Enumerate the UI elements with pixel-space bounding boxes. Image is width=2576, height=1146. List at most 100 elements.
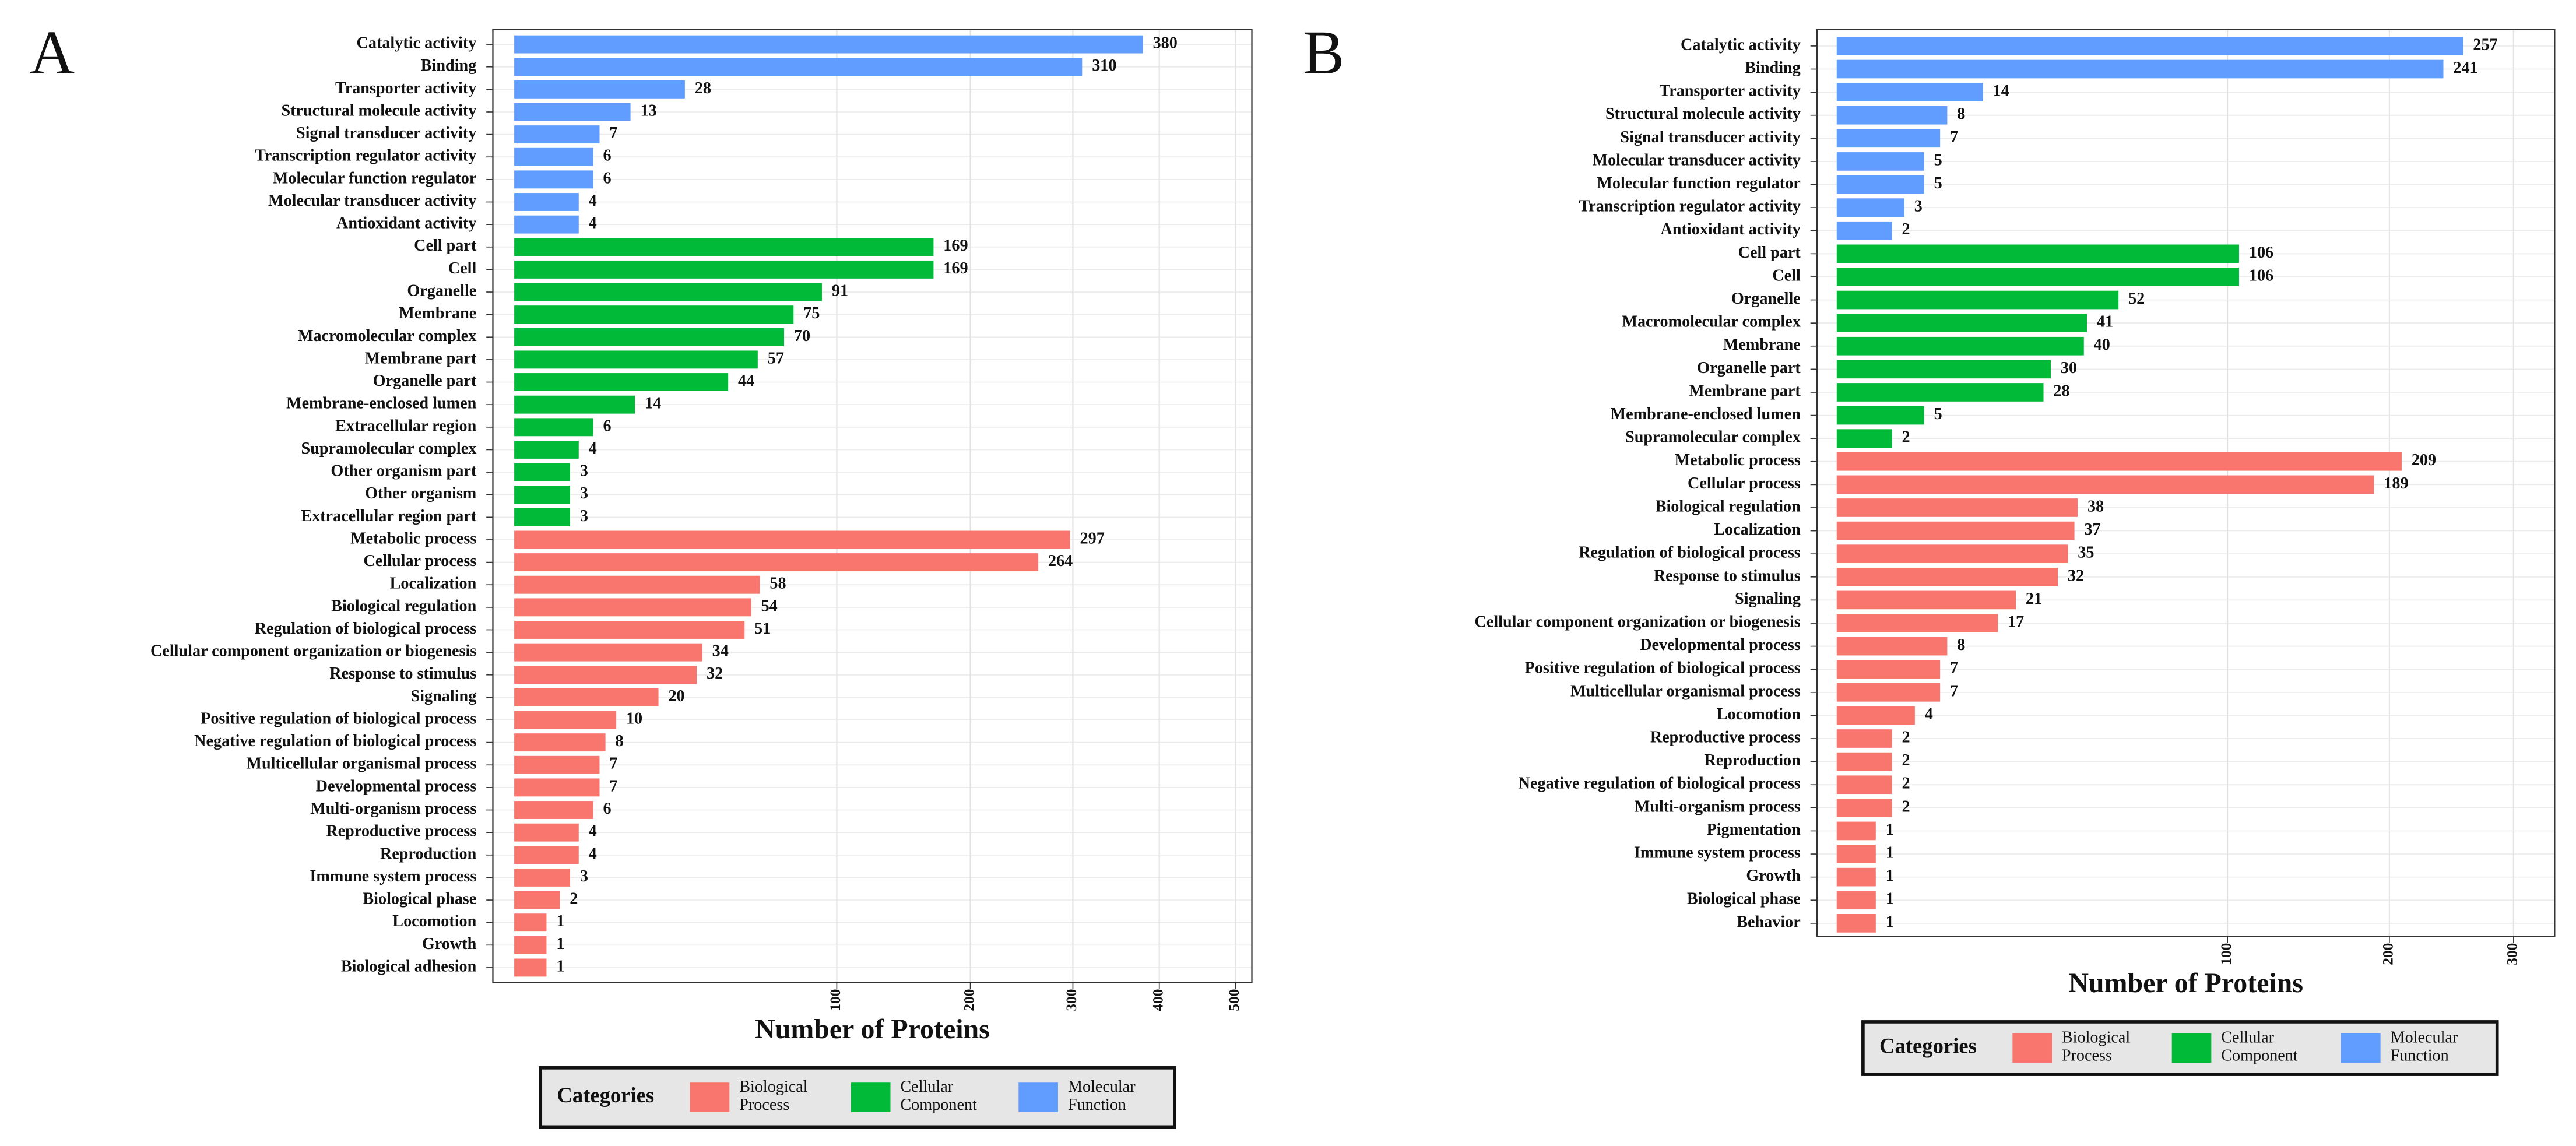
bar (1836, 590, 2016, 610)
bar (1836, 752, 1892, 771)
value-label: 2 (1902, 775, 1910, 793)
panel-label: B (1303, 19, 1344, 87)
category-label: Molecular function regulator (273, 169, 477, 187)
x-tick-label: 400 (1150, 989, 1166, 1011)
value-label: 7 (1950, 659, 1958, 677)
legend-label-line: Cellular (900, 1078, 953, 1096)
category-label: Molecular transducer activity (1592, 151, 1800, 169)
value-label: 57 (768, 349, 784, 367)
value-label: 7 (609, 755, 617, 773)
value-label: 4 (1925, 705, 1933, 723)
category-label: Binding (1745, 59, 1801, 77)
bar (1836, 683, 1941, 702)
bar (1836, 660, 1941, 679)
category-label: Transcription regulator activity (255, 147, 476, 165)
value-label: 10 (626, 709, 642, 727)
category-label: Antioxidant activity (336, 215, 476, 233)
bar (514, 486, 570, 504)
bar (1836, 544, 2068, 564)
bar (1836, 452, 2402, 471)
value-label: 4 (589, 440, 597, 458)
value-label: 1 (1886, 890, 1894, 908)
value-label: 4 (589, 845, 597, 863)
bar (514, 58, 1083, 76)
category-label: Membrane part (1689, 382, 1801, 400)
bar (514, 868, 570, 887)
category-label: Signal transducer activity (1620, 128, 1800, 146)
value-label: 32 (2068, 567, 2084, 585)
value-label: 8 (1957, 105, 1965, 123)
legend-label-line: Process (2062, 1047, 2112, 1065)
x-tick-label: 300 (2504, 943, 2521, 965)
legend-label: Biological Process (2062, 1029, 2131, 1065)
bar (1836, 314, 2087, 332)
bar (514, 238, 934, 256)
legend-label: Biological Process (739, 1078, 808, 1115)
category-label: Signaling (1735, 590, 1801, 608)
category-label: Other organism part (331, 462, 476, 480)
bar (1836, 891, 1876, 910)
x-axis-title: Number of Proteins (2068, 968, 2303, 999)
value-label: 2 (1902, 751, 1910, 769)
legend-key (851, 1082, 891, 1112)
bar (514, 643, 702, 662)
bar (514, 913, 547, 932)
category-label: Pigmentation (1707, 821, 1801, 839)
value-label: 35 (2078, 544, 2094, 562)
value-label: 40 (2094, 336, 2110, 354)
x-axis-title: Number of Proteins (755, 1014, 990, 1045)
bar (1836, 429, 1892, 448)
value-label: 6 (603, 800, 612, 818)
value-label: 13 (641, 101, 657, 119)
bar (1836, 336, 2084, 356)
bar (1836, 729, 1892, 748)
value-label: 4 (589, 822, 597, 841)
plot-border (492, 29, 1253, 983)
bar (514, 621, 745, 639)
legend-label-line: Cellular (2221, 1029, 2274, 1047)
legend-label-line: Biological (739, 1078, 808, 1096)
value-label: 1 (1886, 867, 1894, 885)
category-label: Metabolic process (350, 529, 476, 547)
bar (1836, 268, 2239, 286)
legend-label-line: Function (2391, 1047, 2449, 1065)
value-label: 91 (832, 282, 848, 300)
bar (1836, 521, 2075, 540)
bar (514, 305, 794, 324)
bar (1836, 83, 1983, 101)
value-label: 28 (695, 79, 711, 97)
category-label: Structural molecule activity (1605, 105, 1801, 123)
category-label: Response to stimulus (1654, 567, 1801, 585)
bar (1836, 406, 1924, 425)
legend-label: Cellular Component (900, 1078, 977, 1115)
x-tick-label: 300 (1063, 989, 1080, 1011)
category-label: Macromolecular complex (298, 327, 476, 345)
bar (1836, 290, 2119, 310)
category-label: Signaling (411, 687, 477, 705)
value-label: 52 (2128, 290, 2145, 308)
category-label: Extracellular region (335, 417, 477, 435)
bar (514, 823, 579, 842)
panel-label: A (30, 19, 75, 87)
bar (514, 666, 697, 684)
bar (514, 463, 570, 481)
value-label: 41 (2097, 313, 2113, 331)
value-label: 169 (943, 259, 968, 277)
bar (1836, 129, 1941, 148)
category-label: Regulation of biological process (1579, 544, 1801, 562)
bar (1836, 360, 2051, 379)
legend-key (1018, 1082, 1058, 1112)
category-label: Cellular process (1688, 474, 1801, 493)
category-label: Membrane part (365, 349, 477, 367)
category-label: Cell part (1738, 244, 1801, 262)
bar (1836, 614, 1998, 632)
bar (514, 328, 785, 346)
bar (1836, 152, 1924, 171)
value-label: 4 (589, 192, 597, 210)
bar (1836, 175, 1924, 194)
x-tick-label: 200 (2380, 943, 2396, 965)
value-label: 7 (609, 777, 617, 795)
category-label: Cell (448, 259, 477, 277)
bar (1836, 498, 2078, 517)
category-label: Cellular process (363, 552, 476, 570)
